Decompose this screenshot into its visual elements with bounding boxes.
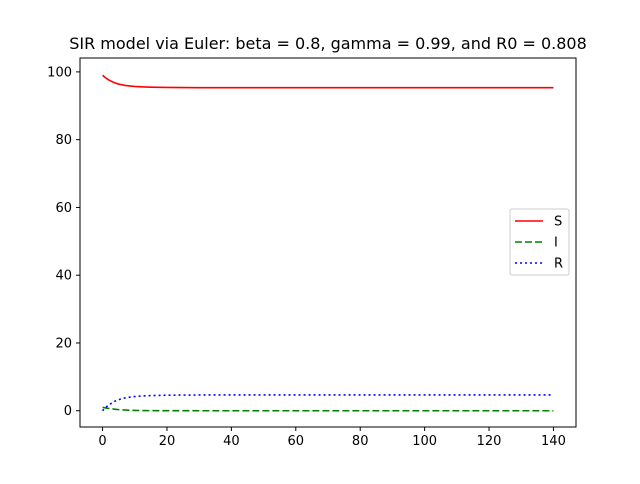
y-tick-label: 0 (64, 404, 72, 419)
legend-label-S: S (554, 215, 562, 230)
series-line-S (102, 74, 554, 89)
legend-label-R: R (554, 257, 563, 272)
plot-frame (79, 57, 577, 428)
x-tick-label: 120 (477, 434, 502, 449)
y-axis: 0 20 40 60 80 100 (47, 65, 80, 419)
series-line-R (101, 394, 554, 412)
x-tick-label: 40 (223, 434, 240, 449)
legend: SIR (509, 208, 570, 276)
x-tick-label: 20 (159, 434, 176, 449)
x-axis: 0 20 40 60 80 100 120 140 (98, 427, 566, 449)
y-tick-label: 100 (47, 65, 72, 80)
x-tick-label: 80 (352, 434, 369, 449)
y-tick-label: 60 (55, 201, 72, 216)
legend-label-I: I (554, 236, 558, 251)
y-tick-label: 40 (55, 269, 72, 284)
y-tick-label: 80 (55, 133, 72, 148)
y-tick-label: 20 (55, 336, 72, 351)
x-tick-label: 100 (412, 434, 437, 449)
plot-lines (101, 74, 554, 412)
x-tick-label: 140 (541, 434, 566, 449)
chart-title: SIR model via Euler: beta = 0.8, gamma =… (69, 34, 587, 53)
x-tick-label: 60 (288, 434, 305, 449)
x-tick-label: 0 (98, 434, 106, 449)
